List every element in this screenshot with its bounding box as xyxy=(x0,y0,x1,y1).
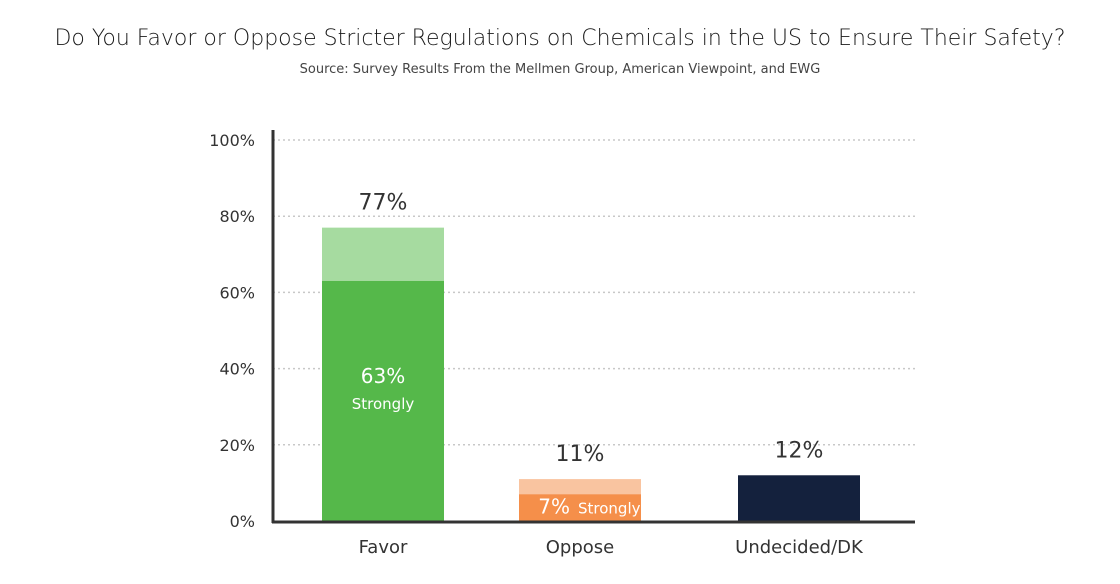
data-label-strongly: 7% xyxy=(538,495,570,519)
x-category-label: Undecided/DK xyxy=(735,537,864,558)
data-label-total: 12% xyxy=(775,438,824,463)
bar-total xyxy=(738,475,860,521)
bar-strongly xyxy=(519,494,641,521)
y-tick-label: 60% xyxy=(219,283,255,302)
y-tick-label: 80% xyxy=(219,207,255,226)
x-category-label: Favor xyxy=(359,537,408,558)
y-tick-label: 100% xyxy=(209,131,255,150)
bar-strongly xyxy=(322,280,444,521)
data-label-total: 77% xyxy=(359,191,408,216)
data-label-total: 11% xyxy=(556,442,605,467)
chart-title: Do You Favor or Oppose Stricter Regulati… xyxy=(54,26,1066,51)
data-label-strongly-note: Strongly xyxy=(352,395,415,413)
y-tick-label: 40% xyxy=(219,360,255,379)
y-tick-label: 0% xyxy=(230,512,255,531)
y-tick-label: 20% xyxy=(219,436,255,455)
x-category-label: Oppose xyxy=(546,537,614,558)
data-label-strongly-note: Strongly xyxy=(578,500,641,518)
data-label-strongly: 63% xyxy=(361,364,405,388)
chart-subtitle: Source: Survey Results From the Mellmen … xyxy=(299,62,821,77)
